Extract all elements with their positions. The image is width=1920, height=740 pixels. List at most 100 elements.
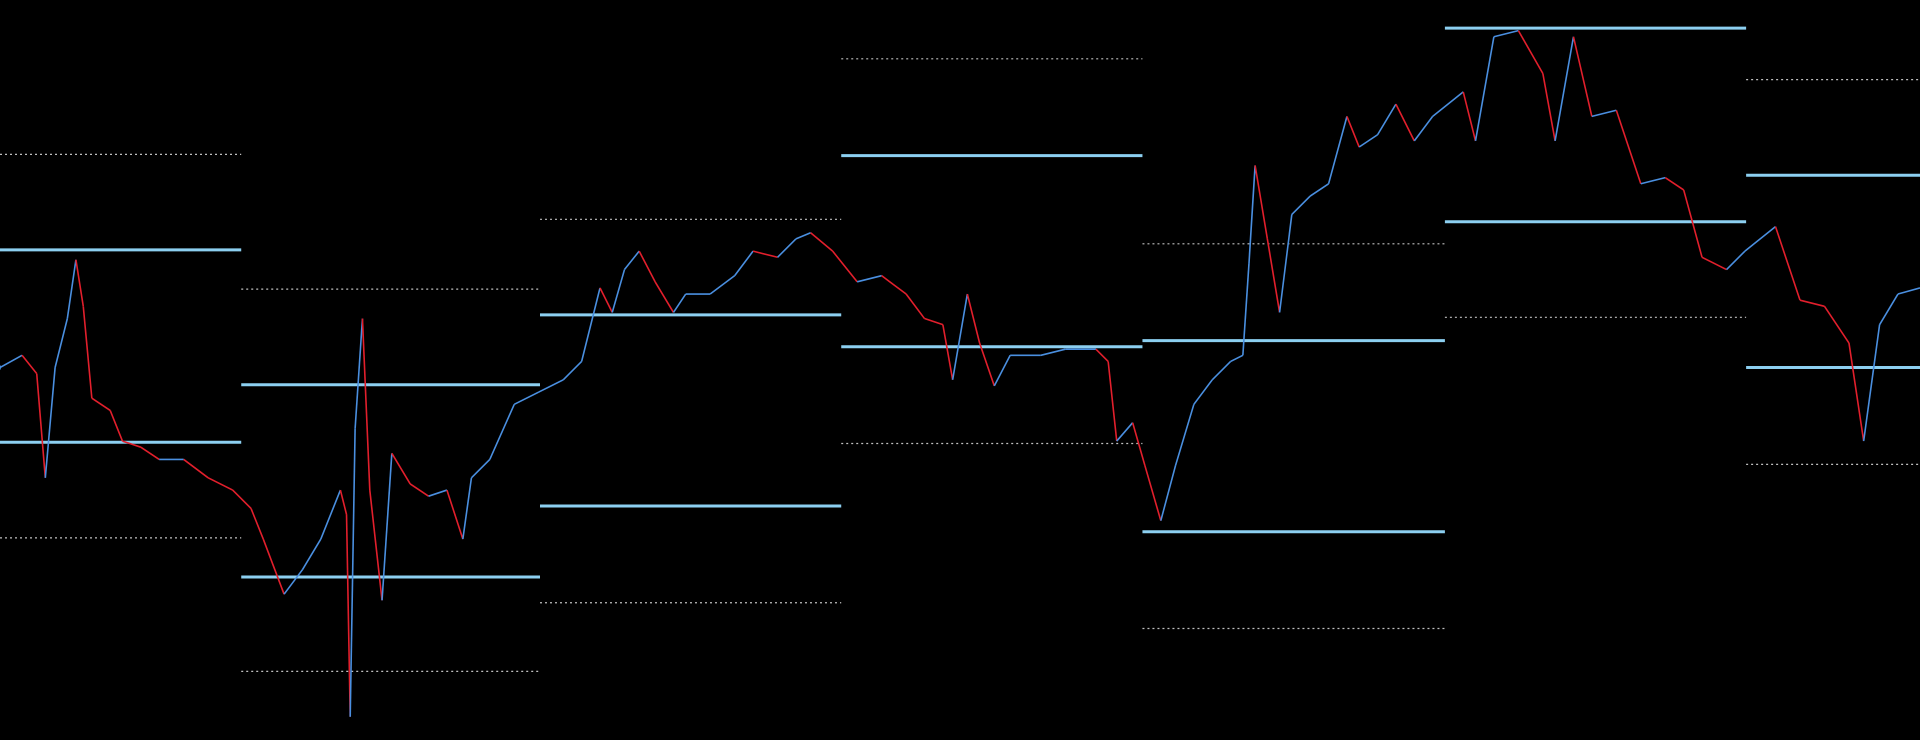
price-segment (183, 458, 209, 479)
price-segment (349, 428, 356, 717)
price-segment (1358, 134, 1378, 148)
price-segment (207, 477, 234, 491)
price-segment (1144, 465, 1162, 521)
price-segment (924, 317, 944, 326)
price-segment (672, 293, 687, 313)
price-segment (1254, 165, 1269, 240)
price-segment (1878, 293, 1899, 326)
price-segment (301, 538, 322, 571)
price-segment (369, 489, 383, 601)
price-segment (232, 489, 252, 510)
price-segment (283, 569, 304, 595)
price-segment (1474, 36, 1495, 142)
price-segment (709, 275, 736, 295)
price-segment (856, 274, 882, 283)
price-segment (345, 514, 352, 717)
price-segment (1040, 348, 1066, 357)
price-segment (1462, 91, 1477, 142)
price-segment (1664, 176, 1685, 191)
price-segment (1701, 256, 1727, 271)
price-segment (1376, 103, 1397, 136)
price-segment (462, 477, 473, 540)
price-segment (1160, 465, 1177, 521)
price-segment (623, 250, 640, 271)
price-segment (1291, 195, 1311, 215)
price-segment (1572, 36, 1593, 117)
price-segment (1682, 189, 1703, 258)
price-segment (320, 489, 342, 540)
price-segment (1116, 422, 1134, 442)
price-segment (562, 360, 583, 381)
price-segment (881, 275, 907, 295)
price-segment (250, 508, 265, 540)
price-segment (1591, 109, 1617, 118)
price-segment (795, 232, 811, 240)
price-segment (538, 379, 564, 393)
price-segment (446, 489, 464, 540)
price-segment (580, 287, 601, 362)
price-segment (734, 250, 754, 277)
price-segment (1131, 422, 1146, 466)
price-segment (1107, 361, 1118, 442)
price-segment (109, 410, 124, 442)
price-segment (1432, 91, 1464, 118)
price-segment (1266, 238, 1281, 313)
price-segment (470, 458, 491, 479)
price-segment (1230, 354, 1244, 363)
price-segment (82, 306, 93, 399)
price-segment (1823, 305, 1850, 344)
price-segment (638, 250, 656, 283)
price-segment (361, 318, 371, 491)
price-segment (611, 269, 626, 313)
price-segment (44, 367, 56, 478)
price-segment (381, 453, 393, 601)
price-segment (1897, 287, 1920, 295)
price-segment (1517, 30, 1544, 74)
price-segment (66, 259, 77, 319)
price-segment (428, 489, 448, 497)
price-segment (513, 391, 540, 406)
price-segment (1309, 183, 1330, 197)
price-segment (832, 250, 858, 283)
price-segment (1242, 263, 1250, 356)
price-segment (489, 403, 516, 460)
price-segment (1278, 214, 1293, 313)
price-segment (1542, 73, 1556, 142)
price-segment (951, 293, 969, 380)
price-segment (91, 397, 111, 412)
price-segment (1095, 348, 1109, 362)
price-segment (1744, 226, 1777, 252)
price-segment (1193, 379, 1213, 405)
price-segment (409, 483, 430, 497)
price-segment (942, 324, 954, 380)
price-segment (654, 281, 675, 313)
price-segment (54, 318, 69, 368)
price-segment (1395, 103, 1416, 142)
price-segment (354, 318, 364, 429)
price-segment (1346, 116, 1360, 148)
price-segment (752, 250, 778, 259)
price-segment (978, 342, 996, 387)
price-segment (905, 293, 926, 320)
price-segment (75, 259, 85, 307)
price-segment (599, 287, 613, 313)
price-segment (1640, 176, 1666, 185)
price-segment (1413, 115, 1434, 142)
price-segment (35, 373, 47, 478)
price-segment (810, 232, 834, 252)
price-segment (1493, 29, 1519, 38)
price-segment (140, 446, 160, 461)
price-segment (391, 452, 411, 485)
price-segment (1211, 360, 1232, 381)
price-segment (1725, 250, 1746, 271)
price-segment (0, 354, 23, 369)
price-segment (1248, 165, 1256, 264)
price-segment (122, 440, 142, 448)
price-segment (966, 293, 981, 344)
price-segment (1799, 299, 1825, 308)
price-segment (21, 354, 38, 375)
price-segment (1848, 342, 1865, 442)
